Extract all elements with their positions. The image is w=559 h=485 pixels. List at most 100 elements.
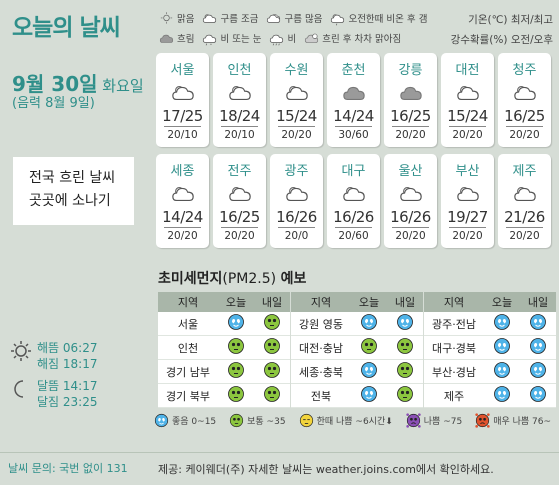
city-precip-prob: 20/10 <box>224 129 255 141</box>
city-card: 부산 19/27 20/20 <box>441 154 494 248</box>
normal-face-icon <box>230 413 244 428</box>
city-precip-prob: 20/10 <box>167 129 198 141</box>
dust-header: 지역 오늘 내일 <box>291 292 423 312</box>
dust-region: 서울 <box>177 317 199 331</box>
partly-cloudy-icon <box>514 186 536 202</box>
city-forecast-grid: 서울 17/25 20/10 인천 18/24 20/10 수원 15/24 20/20 춘천 14… <box>156 53 551 248</box>
city-precip-prob: 20/20 <box>452 129 483 141</box>
dust-row: 제주 <box>424 384 556 408</box>
city-card: 춘천 14/24 30/60 <box>327 53 380 147</box>
normal-face-icon <box>397 361 413 378</box>
temp-legend-line-1: 기온(℃) 최저/최고 <box>468 14 553 26</box>
city-precip-prob: 20/20 <box>509 129 540 141</box>
city-precip-prob: 20/20 <box>452 230 483 242</box>
normal-face-icon <box>264 313 280 330</box>
sun-icon <box>160 11 173 24</box>
normal-face-icon <box>397 337 413 354</box>
city-name: 제주 <box>512 164 537 179</box>
normal-face-icon <box>264 385 280 402</box>
dust-row: 대전·충남 <box>291 336 423 360</box>
dust-region: 대구·경북 <box>432 341 476 355</box>
rain-snow-icon: * <box>203 34 217 46</box>
city-card: 세종 14/24 20/20 <box>156 154 209 248</box>
partly-cloudy-icon <box>343 186 365 202</box>
moonrise-time: 달뜸 14:17 <box>37 379 98 393</box>
city-temp: 15/24 <box>276 107 317 125</box>
legend-item: * 비 또는 눈 <box>201 31 261 46</box>
city-precip-prob: 20/60 <box>338 230 369 242</box>
dust-row: 부산·경남 <box>424 360 556 384</box>
normal-face-icon <box>397 385 413 402</box>
city-name: 울산 <box>398 164 423 179</box>
legend-item: 구름 많음 <box>265 11 322 26</box>
dust-region: 전북 <box>310 389 332 403</box>
weather-icon-legend: 맑음 구름 조금 구름 많음 오전한때 비온 후 갬 흐림 * 비 또는 눈 비 흐린 후 차… <box>158 8 458 48</box>
city-precip-prob: 20/0 <box>284 230 309 242</box>
page-title: 오늘의 날씨 <box>12 15 121 41</box>
city-temp: 21/26 <box>504 208 545 226</box>
city-card: 전주 16/25 20/20 <box>213 154 266 248</box>
dust-forecast-table: 지역 오늘 내일 서울 인천 경기 남부 경기 북부 지역 오늘 내일 강원 영동 대전·충남 세종·충… <box>158 292 557 408</box>
date-weekday: 화요일 <box>102 77 144 95</box>
partly-cloudy-icon <box>229 186 251 202</box>
city-precip-prob: 20/20 <box>509 230 540 242</box>
dust-forecast-title: 초미세먼지(PM2.5) 예보 <box>158 271 307 287</box>
good-face-icon <box>154 413 169 428</box>
good-face-icon <box>530 337 546 354</box>
normal-face-icon <box>361 337 377 354</box>
dust-region: 광주·전남 <box>432 317 476 331</box>
normal-face-icon <box>228 361 244 378</box>
good-face-icon <box>530 361 546 378</box>
legend-item: 구름 조금 <box>201 11 258 26</box>
partly-cloudy-icon <box>457 85 479 101</box>
city-name: 강릉 <box>398 63 423 78</box>
dust-region: 부산·경남 <box>432 365 476 379</box>
dust-row: 강원 영동 <box>291 312 423 336</box>
dust-column: 지역 오늘 내일 서울 인천 경기 남부 경기 북부 <box>158 292 290 408</box>
overcast-icon <box>159 34 174 43</box>
lunar-date: (음력 8월 9일) <box>12 96 95 111</box>
city-card: 울산 16/26 20/20 <box>384 154 437 248</box>
very-bad-face-icon <box>475 413 490 428</box>
city-card: 서울 17/25 20/10 <box>156 53 209 147</box>
city-temp: 16/25 <box>390 107 431 125</box>
mostly-cloudy-icon <box>267 13 281 23</box>
dust-row: 경기 북부 <box>158 384 290 408</box>
city-name: 대구 <box>341 164 366 179</box>
temp-legend-line-2: 강수확률(%) 오전/오후 <box>450 34 553 46</box>
city-card: 청주 16/25 20/20 <box>498 53 551 147</box>
city-temp: 17/25 <box>162 107 203 125</box>
svg-text:*: * <box>211 42 213 45</box>
dust-row: 인천 <box>158 336 290 360</box>
good-face-icon <box>494 313 510 330</box>
legend-item: 흐린 후 차차 맑아짐 <box>303 31 401 46</box>
dust-header: 지역 오늘 내일 <box>158 292 290 312</box>
good-face-icon <box>397 313 413 330</box>
moonset-time: 달짐 23:25 <box>37 395 98 409</box>
city-card: 수원 15/24 20/20 <box>270 53 323 147</box>
partly-cloudy-icon <box>457 186 479 202</box>
sunrise-time: 해뜸 06:27 <box>37 341 98 355</box>
dust-region: 경기 북부 <box>166 389 210 403</box>
city-precip-prob: 20/20 <box>167 230 198 242</box>
city-temp: 14/24 <box>162 208 203 226</box>
dust-legend-item: 좋음 0~15 <box>154 413 216 428</box>
city-name: 인천 <box>227 63 252 78</box>
city-card: 대전 15/24 20/20 <box>441 53 494 147</box>
city-name: 전주 <box>227 164 252 179</box>
date-month-day: 9월 30일 <box>12 72 98 96</box>
city-name: 부산 <box>455 164 480 179</box>
legend-item: 흐림 <box>158 31 194 46</box>
city-precip-prob: 20/20 <box>224 230 255 242</box>
dust-row: 세종·충북 <box>291 360 423 384</box>
city-temp: 16/26 <box>333 208 374 226</box>
city-card: 광주 16/26 20/0 <box>270 154 323 248</box>
date: 9월 30일 화요일 <box>12 68 144 97</box>
summary-line-2: 곳곳에 소나기 <box>29 193 111 209</box>
normal-face-icon <box>264 337 280 354</box>
dust-region: 대전·충남 <box>299 341 343 355</box>
partly-cloudy-icon <box>172 85 194 101</box>
city-name: 청주 <box>512 63 537 78</box>
legend-item: 오전한때 비온 후 갬 <box>329 11 427 26</box>
dust-column: 지역 오늘 내일 광주·전남 대구·경북 부산·경남 제주 <box>424 292 556 408</box>
